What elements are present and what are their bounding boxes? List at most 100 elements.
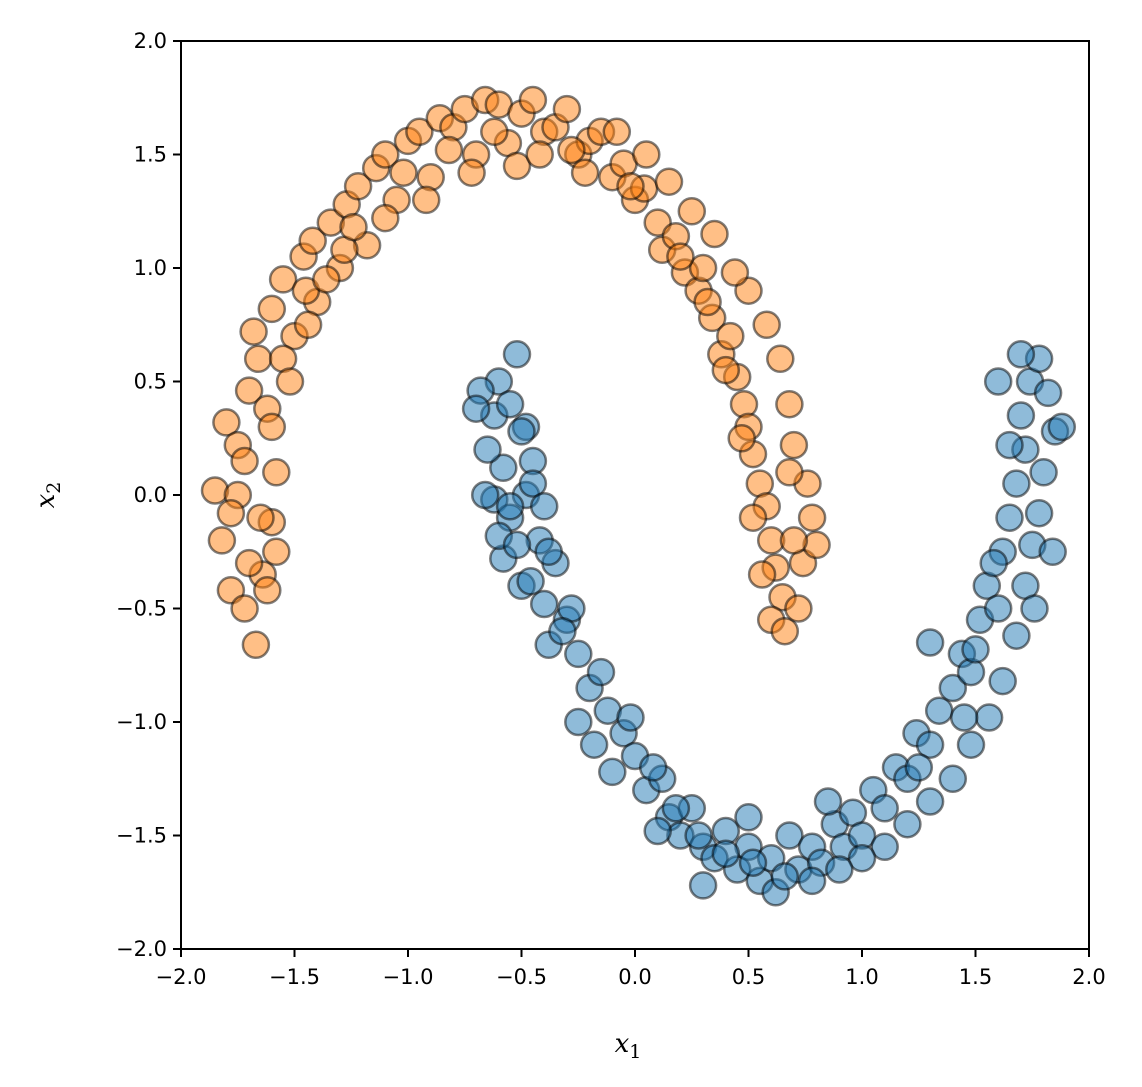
x-axis: −2.0 −1.5 −1.0 −0.5 0.0 0.5 1.0 1.5 2.0	[156, 949, 1106, 989]
scatter-point-series-1	[212, 408, 241, 437]
scatter-point-series-1	[480, 117, 509, 147]
scatter-point-series-2	[1033, 378, 1063, 408]
scatter-point-series-1	[275, 367, 305, 396]
scatter-point-series-1	[602, 117, 632, 147]
scatter-point-series-1	[688, 253, 718, 283]
scatter-point-series-2	[473, 435, 502, 464]
scatter-point-series-2	[548, 616, 577, 646]
scatter-point-series-2	[489, 453, 518, 483]
scatter-point-series-2	[995, 430, 1024, 460]
scatter-point-series-1	[693, 287, 722, 317]
points-layer	[200, 85, 1077, 907]
y-tick-label: −1.5	[116, 824, 167, 848]
scatter-point-series-1	[200, 476, 230, 505]
scatter-point-series-1	[312, 265, 341, 294]
scatter-point-series-2	[616, 703, 645, 732]
x-tick-label: 1.5	[959, 965, 992, 989]
scatter-point-series-1	[770, 616, 800, 646]
scatter-point-series-1	[257, 412, 287, 442]
scatter-point-series-2	[502, 530, 532, 560]
scatter-point-series-2	[1020, 594, 1049, 623]
scatter-point-series-2	[518, 469, 548, 498]
scatter-point-series-1	[738, 503, 768, 532]
scatter-point-series-1	[262, 537, 291, 567]
x-tick-label: −0.5	[496, 965, 547, 989]
scatter-point-series-2	[893, 809, 922, 839]
x-tick-label: −1.0	[383, 965, 434, 989]
scatter-point-series-2	[1038, 537, 1067, 567]
scatter-point-series-1	[389, 158, 418, 187]
scatter-point-series-2	[1002, 469, 1031, 498]
scatter-point-series-2	[813, 787, 843, 816]
scatter-point-series-2	[949, 703, 979, 732]
scatter-point-series-2	[775, 821, 804, 850]
scatter-point-series-1	[298, 226, 327, 256]
scatter-point-series-1	[234, 376, 264, 405]
scatter-point-series-2	[915, 787, 945, 816]
y-tick-label: 0.0	[134, 483, 167, 507]
scatter-point-series-1	[700, 219, 729, 249]
scatter-point-series-1	[371, 140, 400, 169]
x-tick-label: 1.0	[845, 965, 878, 989]
scatter-point-series-2	[961, 635, 990, 664]
scatter-point-series-2	[825, 855, 854, 884]
scatter-point-series-2	[1006, 401, 1036, 430]
scatter-point-series-2	[1006, 340, 1036, 369]
scatter-point-series-1	[243, 344, 273, 374]
scatter-point-series-2	[847, 843, 877, 873]
scatter-point-series-1	[802, 530, 831, 560]
scatter-point-series-1	[262, 458, 291, 487]
scatter-point-series-2	[688, 871, 718, 900]
scatter-point-series-2	[915, 628, 945, 657]
scatter-point-series-2	[495, 492, 525, 521]
scatter-point-series-2	[534, 537, 563, 567]
scatter-point-series-1	[525, 140, 554, 169]
scatter-point-series-2	[586, 657, 616, 687]
scatter-point-series-1	[207, 526, 237, 555]
scatter-point-series-2	[924, 696, 954, 725]
scatter-point-series-2	[1047, 412, 1077, 442]
scatter-point-series-1	[729, 389, 759, 419]
y-tick-label: 1.5	[134, 143, 167, 167]
scatter-point-series-2	[988, 666, 1017, 696]
scatter-point-series-2	[797, 866, 827, 896]
scatter-point-series-1	[411, 185, 441, 215]
scatter-point-series-2	[1024, 498, 1054, 528]
scatter-point-series-1	[257, 294, 287, 324]
scatter-point-series-1	[557, 135, 586, 165]
scatter-point-series-1	[434, 135, 464, 165]
y-tick-label: −2.0	[116, 937, 167, 961]
scatter-point-series-2	[938, 673, 968, 703]
scatter-point-series-2	[579, 730, 609, 759]
scatter-point-series-1	[720, 258, 750, 287]
scatter-point-series-1	[343, 172, 373, 201]
scatter-point-series-1	[230, 594, 259, 623]
scatter-point-series-2	[564, 639, 593, 669]
scatter-point-series-1	[632, 140, 661, 169]
y-axis: −2.0 −1.5 −1.0 −0.5 0.0 0.5 1.0 1.5 2.0	[116, 29, 181, 961]
y-axis-label: x2	[31, 482, 65, 509]
scatter-point-series-1	[268, 265, 298, 294]
scatter-point-series-1	[784, 594, 813, 623]
scatter-point-series-2	[684, 821, 713, 850]
scatter-point-series-1	[518, 85, 548, 115]
scatter-point-series-2	[643, 816, 672, 846]
scatter-point-series-2	[983, 594, 1013, 623]
scatter-point-series-1	[654, 167, 684, 196]
scatter-point-series-2	[638, 753, 668, 782]
scatter-point-series-2	[516, 567, 545, 596]
scatter-point-series-1	[747, 560, 777, 589]
scatter-point-series-1	[502, 151, 532, 181]
scatter-point-series-1	[457, 158, 486, 187]
scatter-point-series-1	[727, 424, 756, 453]
scatter-point-series-1	[779, 526, 809, 555]
scatter-point-series-1	[230, 446, 259, 476]
scatter-point-series-1	[716, 321, 745, 351]
scatter-point-series-1	[371, 203, 400, 233]
scatter-point-series-2	[1002, 621, 1031, 650]
scatter-point-series-2	[661, 794, 691, 823]
scatter-point-series-2	[870, 794, 899, 823]
scatter-point-series-2	[461, 394, 491, 423]
scatter-point-series-2	[598, 757, 627, 787]
